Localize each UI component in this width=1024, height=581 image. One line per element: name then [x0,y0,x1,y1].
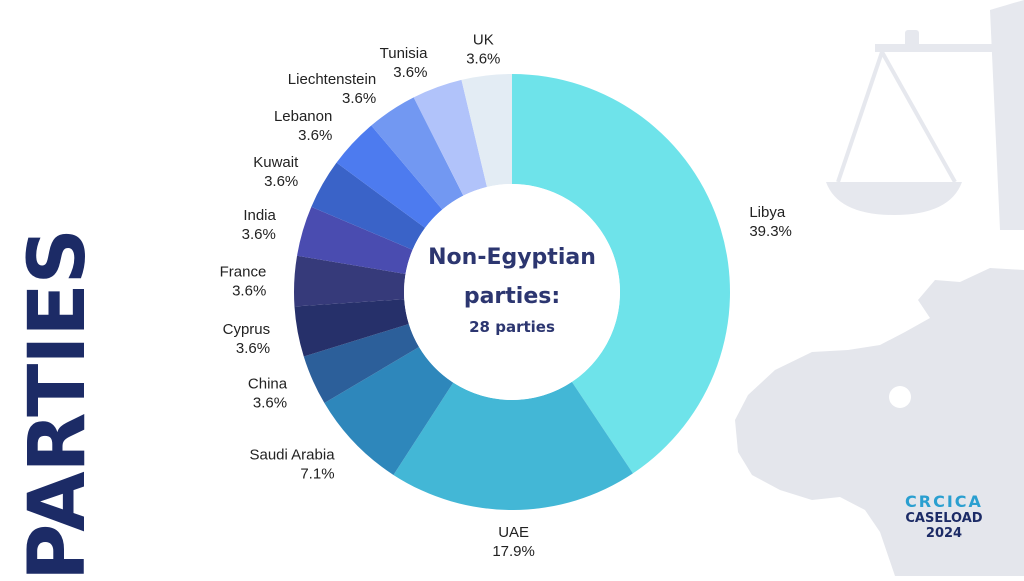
slice-uk [461,74,512,187]
slice-label: Liechtenstein [288,71,376,88]
slice-kuwait [311,162,426,250]
slice-value-label: 3.6% [253,395,287,412]
slice-liechtenstein [371,97,464,210]
slice-tunisia [413,79,487,196]
chart-labels: Libya 39.3% UAE 17.9% Saudi Arabia 7.1% China 3… [220,32,792,560]
slice-value-label: 17.9% [492,543,535,560]
slice-value-label: 39.3% [749,223,792,240]
slice-china [303,323,420,404]
brand-logo: CRCICA CASELOAD 2024 [904,492,984,541]
slice-lebanon [336,125,443,228]
slice-cyprus [294,299,409,357]
slice-label: UK [473,32,494,49]
slice-label: UAE [498,524,529,541]
slice-value-label: 3.6% [342,90,376,107]
slice-india [297,206,413,275]
slice-label: Cyprus [223,321,271,338]
slice-value-label: 3.6% [236,340,270,357]
slice-value-label: 3.6% [264,173,298,190]
center-title-line1: Non-Egyptian [428,245,596,270]
slice-label: Saudi Arabia [249,446,335,463]
donut-hole [404,184,620,400]
africa-map-icon [735,268,1024,576]
slice-value-label: 3.6% [393,64,427,81]
scales-of-justice-icon [826,0,1024,230]
slice-france [294,255,406,307]
slice-label: Tunisia [380,45,428,62]
slice-label: India [243,207,276,224]
slice-label: China [248,376,288,393]
slice-uae [393,381,633,510]
slice-value-label: 3.6% [242,226,276,243]
slice-libya [512,74,730,474]
chart-slices [294,74,730,510]
slice-label: Lebanon [274,108,332,125]
center-title-line2: parties: [464,284,560,309]
slice-value-label: 3.6% [466,51,500,68]
brand-org: CRCICA [905,492,983,511]
slice-value-label: 7.1% [300,465,334,482]
center-subtitle: 28 parties [469,318,555,336]
brand-year: 2024 [925,526,963,541]
slice-saudi-arabia [324,347,454,475]
brand-caseload: CASELOAD [905,511,983,526]
slice-label: France [220,264,267,281]
slice-value-label: 3.6% [298,127,332,144]
slice-label: Kuwait [253,154,299,171]
slice-value-label: 3.6% [232,283,266,300]
map-lake [889,386,911,408]
slice-label: Libya [749,204,786,221]
